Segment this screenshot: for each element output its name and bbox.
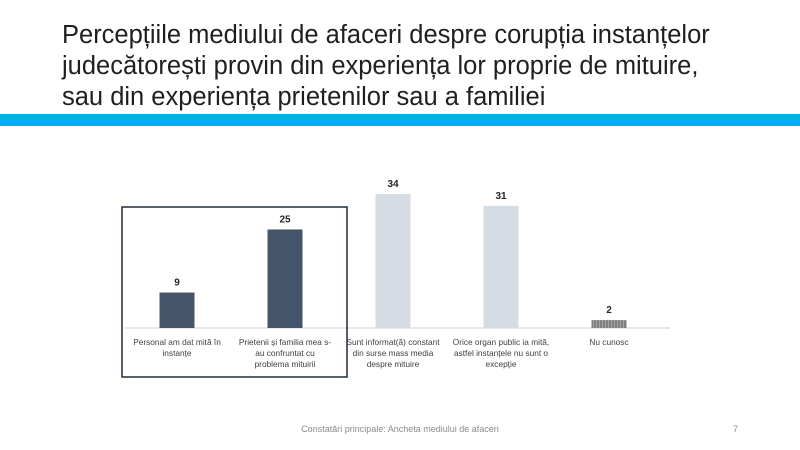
bar-1 — [267, 229, 303, 328]
category-label-1: problema mituirii — [255, 359, 316, 369]
category-label-3: astfel instanțele nu sunt o — [454, 348, 548, 358]
data-label-2: 34 — [387, 179, 399, 190]
data-label-1: 25 — [279, 214, 291, 225]
data-label-0: 9 — [174, 278, 180, 289]
accent-band — [0, 114, 800, 126]
category-label-0: instanțe — [162, 348, 191, 358]
slide-footer: Constatări principale: Ancheta mediului … — [301, 424, 499, 434]
bar-0 — [159, 292, 195, 328]
category-label-1: Prietenii și familia mea s- — [239, 337, 331, 347]
category-label-3: Orice organ public ia mită, — [453, 337, 549, 347]
category-label-1: au confruntat cu — [255, 348, 315, 358]
data-label-4: 2 — [606, 305, 612, 316]
slide-title-line-2: judecătorești provin din experiența lor … — [62, 52, 699, 80]
category-label-2: despre mituire — [367, 359, 420, 369]
data-label-3: 31 — [495, 191, 507, 202]
bar-2 — [375, 194, 411, 328]
highlight-box — [121, 206, 348, 378]
category-label-3: excepție — [486, 359, 517, 369]
bar-3 — [483, 205, 519, 328]
slide-title-line-3: sau din experiența prietenilor sau a fam… — [62, 83, 546, 111]
category-label-2: din surse mass media — [353, 348, 434, 358]
category-label-4: Nu cunosc — [589, 337, 628, 347]
category-label-2: Sunt informat(ă) constant — [346, 337, 440, 347]
category-label-0: Personal am dat mită în — [133, 337, 221, 347]
slide-title: Percepțiile mediului de afaceri despre c… — [62, 20, 782, 113]
slide-title-line-1: Percepțiile mediului de afaceri despre c… — [62, 21, 710, 49]
page-number: 7 — [733, 424, 739, 434]
